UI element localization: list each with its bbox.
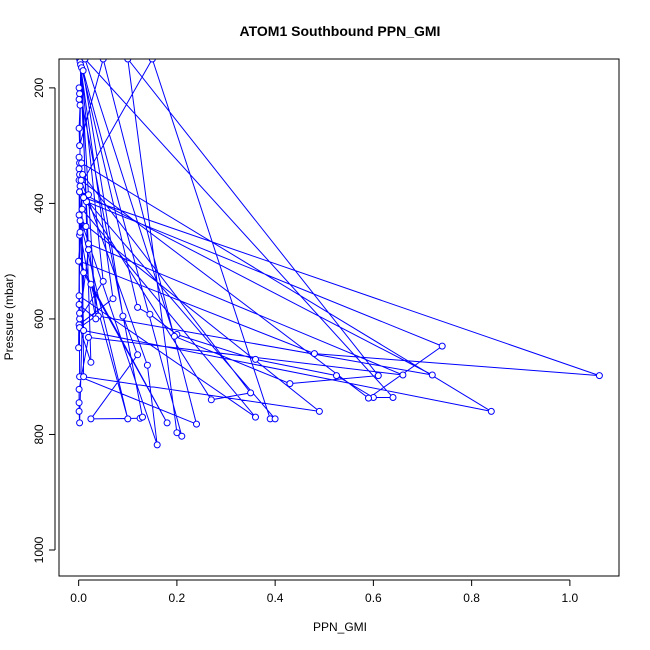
- data-point: [252, 413, 259, 421]
- data-point: [85, 240, 92, 248]
- data-point: [134, 351, 142, 359]
- data-point: [76, 315, 84, 323]
- data-point: [178, 432, 186, 440]
- data-point: [80, 327, 88, 334]
- data-point: [365, 394, 372, 402]
- data-point: [92, 315, 100, 323]
- data-point: [374, 372, 382, 380]
- data-point: [85, 246, 92, 254]
- plot-frame: [58, 58, 620, 577]
- data-point: [438, 342, 446, 350]
- data-point: [428, 371, 436, 379]
- data-point: [75, 399, 83, 407]
- x-axis-label: PPN_GMI: [313, 620, 367, 634]
- chart-title: ATOM1 Southbound PPN_GMI: [240, 23, 441, 39]
- data-point: [399, 371, 407, 379]
- data-point: [139, 413, 146, 421]
- data-point: [80, 373, 88, 381]
- data-point: [79, 67, 87, 75]
- y-tick-label: 200: [32, 78, 46, 98]
- data-point: [487, 407, 495, 415]
- data-point: [109, 295, 117, 303]
- data-point: [75, 95, 83, 103]
- data-point: [76, 182, 84, 190]
- data-point: [170, 332, 178, 340]
- data-point: [310, 350, 318, 358]
- data-point: [75, 257, 83, 265]
- data-point: [75, 153, 83, 161]
- data-point: [134, 303, 142, 311]
- data-point: [80, 269, 88, 277]
- data-point: [87, 280, 95, 288]
- data-point: [78, 159, 86, 167]
- data-point: [79, 171, 87, 178]
- data-point: [389, 394, 397, 401]
- data-point: [333, 372, 340, 380]
- data-point: [75, 344, 83, 352]
- data-point: [286, 380, 294, 388]
- data-point: [143, 361, 151, 369]
- data-point: [87, 415, 95, 423]
- data-point: [252, 355, 259, 363]
- data-point: [148, 59, 156, 63]
- data-point: [75, 84, 83, 92]
- data-point: [124, 59, 132, 63]
- data-point: [119, 312, 127, 320]
- y-tick-label: 800: [32, 424, 46, 444]
- data-point: [173, 429, 181, 437]
- data-point: [76, 101, 84, 109]
- data-point: [146, 310, 154, 318]
- y-tick-label: 400: [32, 193, 46, 213]
- data-point: [76, 90, 84, 98]
- data-point: [315, 407, 323, 415]
- data-point: [81, 59, 89, 63]
- data-point: [247, 389, 255, 397]
- data-point: [153, 441, 161, 449]
- x-tick-label: 0.6: [365, 591, 382, 605]
- data-point: [99, 59, 107, 63]
- data-point: [87, 358, 95, 366]
- data-point: [80, 194, 88, 202]
- data-point: [75, 165, 83, 173]
- axes-layer: 0.0 0.2 0.4 0.6 0.8 1.0 200 400 600 800 1000: [32, 78, 579, 605]
- data-point: [75, 211, 83, 219]
- data-point: [99, 277, 107, 285]
- x-tick-label: 0.2: [169, 591, 186, 605]
- x-tick-label: 0.0: [70, 591, 87, 605]
- data-point: [207, 396, 215, 404]
- data-point: [77, 176, 85, 184]
- data-point: [78, 205, 86, 213]
- data-point: [271, 415, 279, 423]
- data-point: [163, 419, 171, 427]
- data-point: [75, 124, 83, 132]
- data-point: [82, 223, 90, 230]
- x-tick-label: 0.4: [267, 591, 284, 605]
- data-point: [76, 309, 84, 317]
- data-point: [75, 292, 83, 300]
- data-point: [76, 142, 84, 150]
- data-point: [76, 228, 84, 236]
- x-tick-label: 1.0: [562, 591, 579, 605]
- y-axis-label: Pressure (mbar): [2, 274, 16, 361]
- data-point: [193, 420, 200, 428]
- y-tick-label: 600: [32, 309, 46, 329]
- y-tick-label: 1000: [32, 536, 46, 563]
- data-point: [85, 333, 92, 341]
- data-point: [124, 415, 132, 423]
- x-tick-label: 0.8: [463, 591, 480, 605]
- data-point: [76, 419, 84, 427]
- data-point: [75, 301, 83, 308]
- data-point: [76, 217, 84, 225]
- data-layer: [75, 59, 603, 449]
- data-point: [595, 372, 603, 380]
- data-point: [75, 407, 83, 415]
- data-point: [75, 385, 83, 393]
- data-point: [76, 188, 84, 196]
